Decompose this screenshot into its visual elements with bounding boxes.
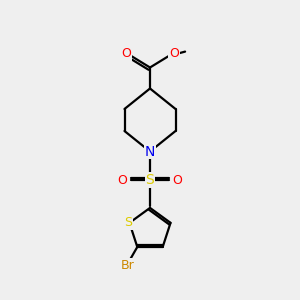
Text: Br: Br — [121, 259, 134, 272]
Text: O: O — [169, 47, 179, 60]
Text: N: N — [145, 145, 155, 158]
Text: O: O — [121, 47, 131, 60]
Text: O: O — [118, 173, 127, 187]
Text: O: O — [173, 173, 182, 187]
Text: S: S — [146, 173, 154, 187]
Text: S: S — [124, 216, 132, 229]
